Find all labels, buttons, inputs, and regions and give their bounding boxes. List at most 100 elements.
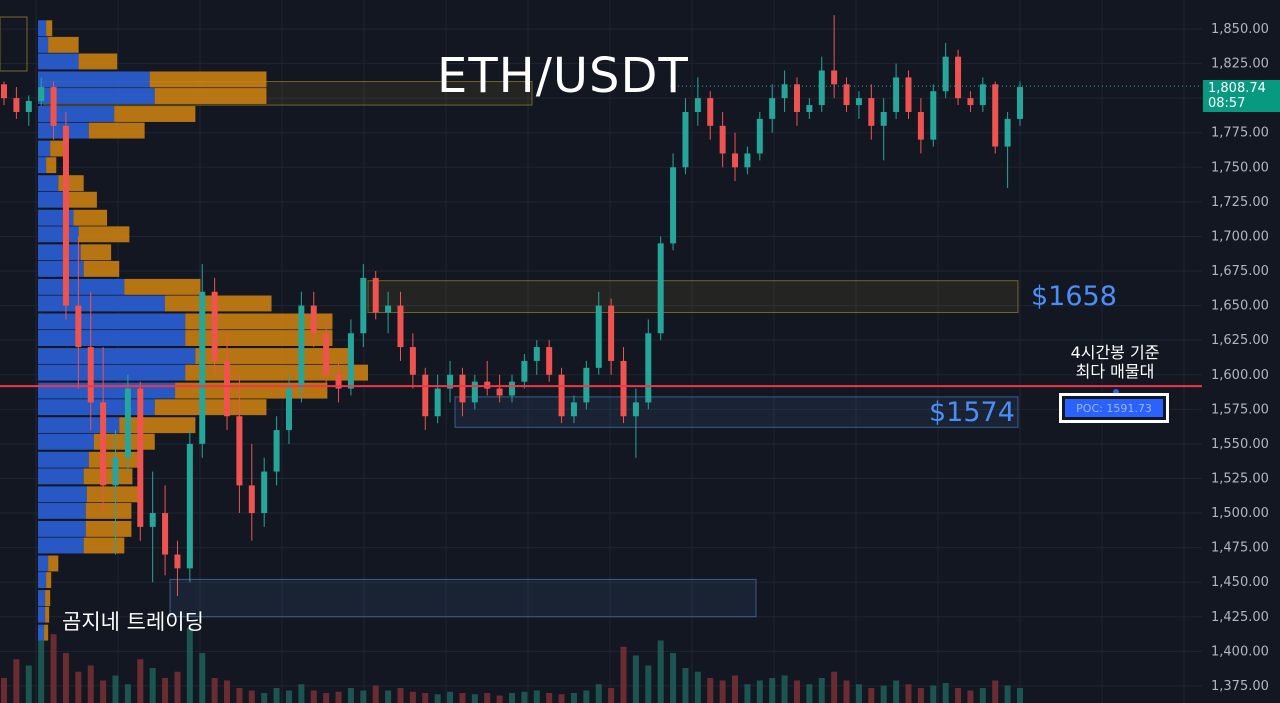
- profile-sell-bar: [83, 260, 120, 277]
- volume-bar: [248, 690, 255, 703]
- profile-sell-bar: [154, 399, 267, 416]
- candle-body: [385, 305, 392, 313]
- volume-bar: [682, 668, 689, 703]
- candle-body: [880, 111, 887, 126]
- candle-body: [756, 118, 763, 154]
- volume-bar: [769, 678, 776, 703]
- volume-bar: [992, 680, 999, 703]
- candle-body: [87, 347, 94, 403]
- candle-body: [781, 84, 788, 99]
- volume-bar: [546, 693, 553, 703]
- y-tick-label: 1,400.00: [1211, 644, 1269, 659]
- volume-bar: [162, 678, 169, 703]
- y-tick-label: 1,675.00: [1211, 264, 1269, 279]
- poc-label: POC: 1591.73: [1065, 399, 1163, 417]
- profile-buy-bar: [38, 555, 49, 572]
- profile-buy-bar: [38, 71, 150, 88]
- price-axis: 1,850.001,825.001,800.001,775.001,750.00…: [1211, 22, 1269, 694]
- volume-bar: [285, 690, 292, 703]
- last-price-tag[interactable]: 1,808.74 08:57: [1203, 80, 1280, 112]
- profile-sell-bar: [46, 572, 52, 589]
- candle-body: [422, 374, 429, 417]
- volume-bar: [471, 694, 478, 703]
- profile-sell-bar: [124, 278, 201, 295]
- candle-body: [447, 374, 454, 389]
- volume-bar: [496, 695, 503, 703]
- volume-bar: [719, 680, 726, 703]
- candle-body: [546, 347, 553, 375]
- volume-bar: [211, 678, 218, 703]
- candle-body: [25, 100, 32, 112]
- volume-bar: [855, 684, 862, 703]
- profile-sell-bar: [44, 624, 49, 641]
- profile-sell-bar: [50, 140, 66, 157]
- volume-bar: [409, 691, 416, 703]
- candle-body: [570, 402, 577, 417]
- profile-sell-bar: [46, 157, 57, 174]
- candle-body: [682, 111, 689, 168]
- y-tick-label: 1,825.00: [1211, 57, 1269, 72]
- candle-body: [186, 443, 193, 569]
- candle-body: [979, 84, 986, 106]
- candle-body: [471, 381, 478, 403]
- candle-body: [285, 388, 292, 431]
- candle-body: [211, 291, 218, 361]
- volume-bar: [459, 693, 466, 703]
- volume-bar: [422, 693, 429, 703]
- candle-body: [917, 111, 924, 140]
- profile-buy-bar: [38, 382, 176, 399]
- volume-bar: [608, 688, 615, 703]
- candle-body: [732, 153, 739, 168]
- candle-body: [50, 87, 57, 126]
- candle-body: [75, 305, 82, 348]
- y-tick-label: 1,550.00: [1211, 437, 1269, 452]
- y-tick-label: 1,425.00: [1211, 610, 1269, 625]
- volume-bar: [868, 688, 875, 703]
- zone-box: [169, 578, 757, 618]
- candle-body: [694, 98, 701, 112]
- y-tick-label: 1,650.00: [1211, 299, 1269, 314]
- profile-sell-bar: [45, 590, 51, 606]
- zone-box: [367, 280, 1019, 314]
- candle-body: [967, 98, 974, 106]
- profile-sell-bar: [154, 88, 267, 104]
- volume-bar: [781, 675, 788, 703]
- profile-sell-bar: [195, 348, 353, 364]
- volume-bar: [335, 691, 342, 703]
- profile-sell-bar: [88, 122, 145, 139]
- volume-bar: [261, 693, 268, 703]
- candle-body: [521, 360, 528, 382]
- profile-buy-bar: [38, 226, 79, 243]
- profile-buy-bar: [38, 140, 51, 157]
- volume-bar: [385, 690, 392, 703]
- candles: [1, 15, 1023, 597]
- countdown: 08:57: [1208, 96, 1246, 111]
- profile-buy-bar: [38, 106, 115, 122]
- candle-body: [174, 554, 181, 569]
- candle-body: [930, 91, 937, 140]
- candle-body: [137, 388, 144, 527]
- volume-bar: [484, 693, 491, 703]
- profile-buy-bar: [38, 399, 155, 416]
- profile-buy-bar: [38, 624, 45, 641]
- profile-sell-bar: [149, 71, 267, 88]
- profile-buy-bar: [38, 468, 84, 485]
- profile-buy-bar: [38, 502, 86, 519]
- candle-body: [942, 56, 949, 92]
- volume-bar: [732, 675, 739, 703]
- volume-bar: [930, 685, 937, 703]
- volume-bar: [818, 678, 825, 703]
- profile-sell-bar: [83, 468, 133, 485]
- profile-buy-bar: [38, 88, 155, 104]
- candle-body: [261, 471, 268, 514]
- volume-bar: [694, 671, 701, 703]
- volume-bar: [174, 671, 181, 703]
- volume-bar: [893, 680, 900, 703]
- volume-bar: [707, 678, 714, 703]
- profile-buy-bar: [38, 572, 47, 589]
- profile-buy-bar: [38, 520, 86, 537]
- profile-buy-bar: [38, 157, 47, 174]
- profile-buy-bar: [38, 313, 186, 330]
- poc-annotation: 4시간봉 기준 최다 매물대: [1050, 343, 1180, 381]
